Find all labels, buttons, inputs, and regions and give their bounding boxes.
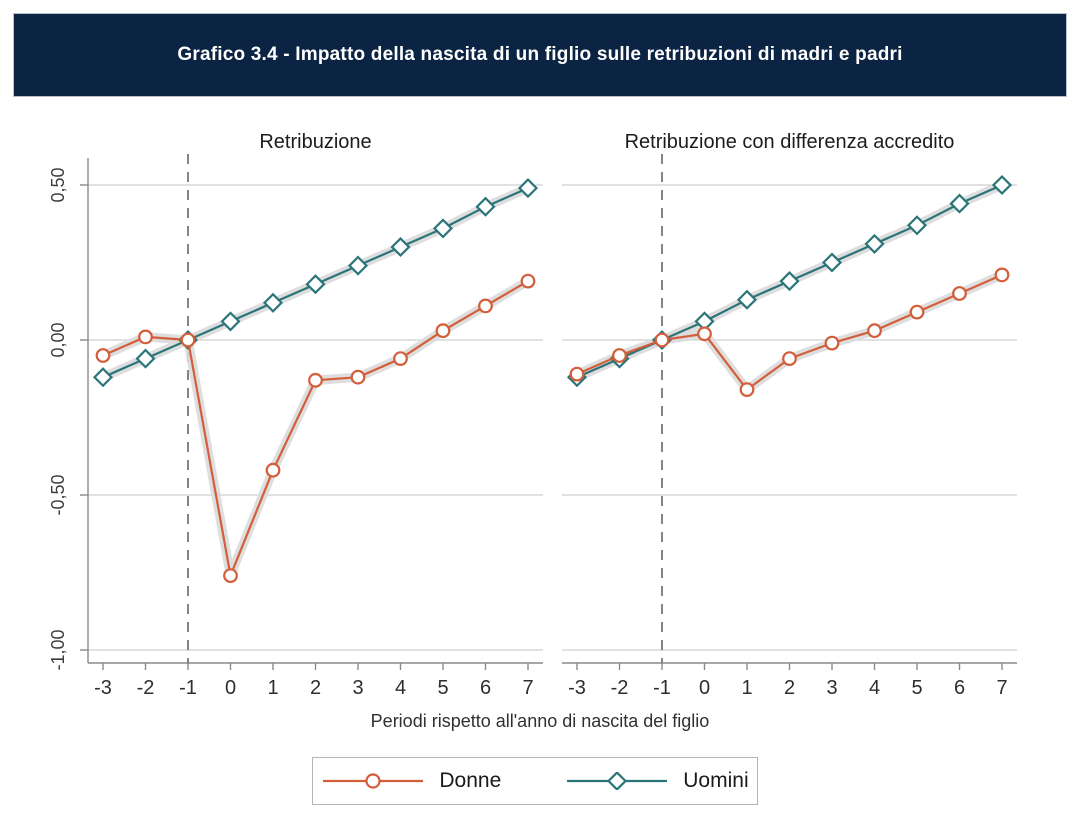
figure-title: Grafico 3.4 - Impatto della nascita di u… xyxy=(177,44,903,65)
x-tick-label: 0 xyxy=(225,677,236,699)
circle-marker-donne xyxy=(308,372,323,388)
circle-marker-donne xyxy=(478,298,493,314)
circle-marker-donne xyxy=(867,323,882,339)
circle-marker-donne xyxy=(138,329,153,345)
circle-marker-donne xyxy=(350,369,366,385)
series-line-donne xyxy=(576,273,1003,391)
circle-marker-donne xyxy=(782,351,797,367)
figure-title-bar: Grafico 3.4 - Impatto della nascita di u… xyxy=(13,13,1067,97)
circle-marker-donne xyxy=(435,323,451,339)
x-tick-label: 0 xyxy=(699,677,710,699)
diamond-marker-uomini xyxy=(390,236,411,258)
uomini-swatch xyxy=(567,772,668,790)
legend-item-uomini: Uomini xyxy=(565,769,749,793)
diamond-marker-uomini xyxy=(475,196,496,217)
x-tick-label: 3 xyxy=(352,677,363,699)
diamond-marker-icon xyxy=(607,772,628,790)
x-tick-label: 7 xyxy=(522,677,533,699)
circle-marker-donne xyxy=(697,326,712,342)
x-tick-label: 6 xyxy=(954,677,965,699)
x-tick-label: 5 xyxy=(911,677,922,699)
diamond-marker-uomini xyxy=(347,255,369,276)
diamond-marker-uomini xyxy=(220,311,241,332)
circle-marker-donne xyxy=(654,332,670,348)
series-line-donne xyxy=(102,280,529,577)
circle-marker-donne xyxy=(569,366,585,382)
circle-marker-donne xyxy=(952,286,967,301)
legend-item-donne: Donne xyxy=(321,769,501,793)
x-tick-label: -2 xyxy=(611,677,629,699)
diamond-marker-uomini xyxy=(92,367,114,388)
circle-marker-donne xyxy=(909,304,925,320)
diamond-marker-uomini xyxy=(432,218,454,239)
circle-marker-donne xyxy=(393,351,408,367)
x-tick-label: -1 xyxy=(653,677,671,699)
panel-title-left: Retribuzione xyxy=(259,131,372,153)
diamond-marker-uomini xyxy=(991,174,1013,196)
legend-label-uomini: Uomini xyxy=(683,769,749,792)
circle-marker-donne xyxy=(180,332,196,348)
circle-marker-donne xyxy=(612,348,627,363)
x-tick-label: 2 xyxy=(784,677,795,699)
x-tick-label: -2 xyxy=(137,677,155,699)
diamond-marker-uomini xyxy=(779,271,800,292)
x-tick-label: -3 xyxy=(94,677,112,699)
y-tick-label: 0,00 xyxy=(48,322,68,357)
x-tick-label: -1 xyxy=(179,677,197,699)
diamond-marker-uomini xyxy=(864,233,885,254)
x-tick-label: 6 xyxy=(480,677,491,699)
circle-marker-donne xyxy=(95,348,111,363)
diamond-marker-uomini xyxy=(694,311,715,332)
diamond-marker-uomini xyxy=(821,252,843,273)
circle-marker-donne xyxy=(223,568,238,583)
confidence-band-donne xyxy=(101,277,531,581)
legend-label-donne: Donne xyxy=(439,769,502,792)
x-tick-label: 1 xyxy=(267,677,278,699)
circle-marker-donne xyxy=(520,273,536,289)
diamond-marker-uomini xyxy=(262,292,284,313)
diamond-marker-uomini xyxy=(736,289,758,310)
circle-marker-donne xyxy=(824,335,840,351)
circle-marker-donne xyxy=(739,382,755,398)
x-tick-label: 7 xyxy=(996,677,1007,699)
donne-swatch xyxy=(323,773,424,789)
confidence-band-donne xyxy=(575,270,1004,395)
x-tick-label: 4 xyxy=(869,677,880,699)
x-tick-label: 2 xyxy=(310,677,321,699)
diamond-marker-uomini xyxy=(949,193,970,214)
panel-title-right: Retribuzione con differenza accredito xyxy=(624,131,955,153)
x-tick-label: -3 xyxy=(568,677,586,699)
diamond-marker-uomini xyxy=(135,348,156,369)
x-tick-label: 1 xyxy=(741,677,752,699)
circle-marker-donne xyxy=(265,462,281,478)
x-tick-label: 4 xyxy=(395,677,406,699)
diamond-marker-uomini xyxy=(305,274,326,295)
y-tick-label: -0,50 xyxy=(48,474,68,515)
x-axis-title: Periodi rispetto all'anno di nascita del… xyxy=(370,711,710,731)
legend: Donne Uomini xyxy=(312,757,758,805)
circle-marker-donne xyxy=(994,267,1010,283)
y-tick-label: 0,50 xyxy=(48,167,68,202)
x-tick-label: 3 xyxy=(826,677,837,699)
x-tick-label: 5 xyxy=(437,677,448,699)
diamond-marker-uomini xyxy=(517,178,539,199)
diamond-marker-uomini xyxy=(906,215,928,236)
circle-marker-icon xyxy=(365,773,381,789)
y-tick-label: -1,00 xyxy=(48,629,68,670)
